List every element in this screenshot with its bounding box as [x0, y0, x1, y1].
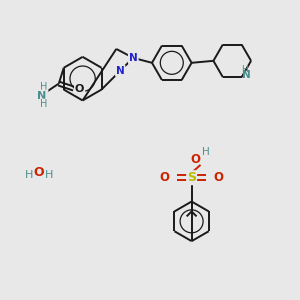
Text: H: H [40, 99, 48, 110]
Text: O: O [75, 84, 84, 94]
Text: H: H [25, 170, 33, 180]
Text: S: S [187, 171, 196, 184]
Text: N: N [116, 66, 125, 76]
Text: N: N [37, 91, 46, 100]
Text: H: H [202, 147, 209, 157]
Text: N: N [129, 53, 137, 63]
Text: O: O [190, 153, 201, 167]
Text: O: O [213, 171, 224, 184]
Text: O: O [160, 171, 170, 184]
Text: N: N [129, 53, 137, 63]
Text: H: H [241, 65, 248, 74]
Text: O: O [34, 166, 44, 179]
Text: N: N [242, 70, 251, 80]
Text: H: H [40, 82, 48, 92]
Text: H: H [45, 170, 53, 180]
